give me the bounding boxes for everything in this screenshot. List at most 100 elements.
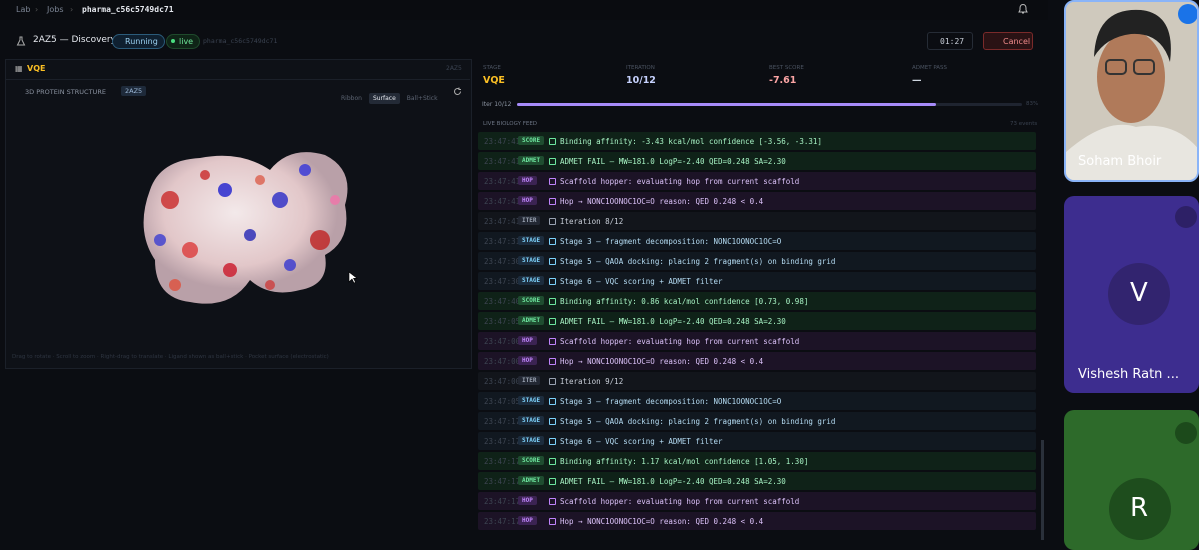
feed-tag: ADMET (518, 316, 545, 325)
feed-message: Hop → NONC1OONOC1OC=O reason: QED 0.248 … (560, 357, 764, 366)
feed-row: 23:47:41 ITER Iteration 8/12 (478, 212, 1036, 230)
job-id: pharma_c56c5749dc71 (203, 37, 278, 45)
feed-count: 73 events (1010, 121, 1038, 127)
feed-message: Iteration 9/12 (560, 377, 624, 386)
feed-message: Stage 5 — QAOA docking: placing 2 fragme… (560, 417, 836, 426)
avatar (1109, 478, 1171, 540)
mode-button[interactable]: Surface (368, 93, 400, 104)
feed-row: 23:47:30 STAGE Stage 6 — VQC scoring + ADM… (478, 272, 1036, 290)
feed-message: Iteration 8/12 (560, 217, 624, 226)
viewer-hint: Drag to rotate · Scroll to zoom · Right-… (12, 354, 329, 360)
feed-row: 23:47:17 SCORE Binding affinity: 1.17 kcal… (478, 452, 1036, 470)
viewer-badge: 2AZ5 (121, 86, 147, 96)
video-tile: R (1064, 410, 1199, 550)
feed-time: 23:47:17 (484, 457, 521, 466)
feed-row: 23:47:00 ITER Iteration 9/12 (478, 372, 1036, 390)
feed-tag: SCORE (518, 136, 545, 145)
top-bar (0, 0, 1048, 20)
feed-message: Scaffold hopper: evaluating hop from cur… (560, 177, 800, 186)
feed-tag: STAGE (518, 416, 545, 425)
feed-time: 23:47:40 (484, 297, 521, 306)
timer: 01:27 (927, 32, 973, 50)
feed-row: 23:47:17 ADMET ADMET FAIL — MW=181.0 LogP=… (478, 472, 1036, 490)
feed-row: 23:47:41 HOP Hop → NONC1OONOC1OC=O reason:… (478, 192, 1036, 210)
feed-icon (549, 378, 556, 385)
feed-message: Scaffold hopper: evaluating hop from cur… (560, 337, 800, 346)
feed-time: 23:47:41 (484, 217, 521, 226)
feed-time: 23:47:17 (484, 497, 521, 506)
feed-row: 23:47:05 STAGE Stage 3 — fragment decompos… (478, 392, 1036, 410)
crumb[interactable]: Lab (16, 5, 31, 14)
bell-icon[interactable] (1017, 3, 1029, 15)
feed-tag: STAGE (518, 436, 545, 445)
feed-row: 23:47:31 STAGE Stage 3 — fragment decompos… (478, 232, 1036, 250)
feed-tag: HOP (518, 516, 537, 525)
feed-icon (549, 398, 556, 405)
participant-name: Soham Bhoir (1078, 154, 1162, 169)
video-tile: Soham Bhoir (1064, 0, 1199, 182)
feed-tag: STAGE (518, 396, 545, 405)
feed-icon (549, 358, 556, 365)
feed-time: 23:47:05 (484, 397, 521, 406)
feed-time: 23:47:41 (484, 177, 521, 186)
reset-icon[interactable] (453, 87, 462, 96)
protein-surface (143, 152, 348, 304)
feed-time: 23:47:17 (484, 477, 521, 486)
feed-tag: STAGE (518, 236, 545, 245)
feed-row: 23:47:17 STAGE Stage 5 — QAOA docking: pla… (478, 412, 1036, 430)
progress-value: 83% (1026, 101, 1039, 107)
feed-row: 23:47:05 ADMET ADMET FAIL — MW=181.0 LogP=… (478, 312, 1036, 330)
stat-label: ITERATION (626, 65, 655, 71)
feed-time: 23:47:00 (484, 357, 521, 366)
cancel-button[interactable]: Cancel (983, 32, 1033, 50)
feed-icon (549, 218, 556, 225)
feed-row: 23:47:40 SCORE Binding affinity: 0.86 kcal… (478, 292, 1036, 310)
feed-message: ADMET FAIL — MW=181.0 LogP=-2.40 QED=0.2… (560, 317, 786, 326)
progress-label: Iter 10/12 (482, 101, 512, 108)
feed-row: 23:47:17 HOP Scaffold hopper: evaluating h… (478, 492, 1036, 510)
feed-icon (549, 438, 556, 445)
feed-message: Stage 3 — fragment decomposition: NONC1O… (560, 397, 782, 406)
feed-time: 23:47:00 (484, 337, 521, 346)
feed-time: 23:47:05 (484, 317, 521, 326)
mode-toggle: Ribbon Surface Ball+Stick (337, 85, 445, 104)
feed-icon (549, 318, 556, 325)
feed-time: 23:47:17 (484, 417, 521, 426)
feed-tag: STAGE (518, 256, 545, 265)
feed-time: 23:47:30 (484, 257, 521, 266)
feed-time: 23:47:41 (484, 157, 521, 166)
cursor (348, 271, 358, 284)
crumb[interactable]: Jobs (47, 5, 64, 14)
progress-fill (517, 103, 937, 106)
feed-message: Hop → NONC1OONOC1OC=O reason: QED 0.248 … (560, 517, 764, 526)
feed-time: 23:47:00 (484, 377, 521, 386)
viewer-title: 3D PROTEIN STRUCTURE (25, 88, 106, 96)
mode-button[interactable]: Ball+Stick (406, 95, 438, 102)
avatar (1108, 263, 1170, 325)
participant-video (1066, 2, 1197, 180)
feed-message: ADMET FAIL — MW=181.0 LogP=-2.40 QED=0.2… (560, 477, 786, 486)
stat-value: -7.61 (769, 75, 797, 86)
feed-tag: HOP (518, 336, 537, 345)
feed-icon (549, 298, 556, 305)
panel-title: VQE (27, 64, 46, 73)
mic-off (1175, 206, 1197, 228)
feed-tag: STAGE (518, 276, 545, 285)
mode-button[interactable]: Ribbon (341, 95, 362, 102)
feed-icon (549, 338, 556, 345)
feed-icon (549, 418, 556, 425)
feed-time: 23:47:17 (484, 437, 521, 446)
feed-tag: SCORE (518, 296, 545, 305)
feed-icon (549, 498, 556, 505)
divider (5, 79, 470, 80)
mic-off (1175, 422, 1197, 444)
feed-icon (549, 158, 556, 165)
feed-row: 23:47:17 STAGE Stage 6 — VQC scoring + ADM… (478, 432, 1036, 450)
avatar-initial: R (1130, 493, 1149, 523)
feed-icon (549, 238, 556, 245)
feed-tag: ADMET (518, 476, 545, 485)
feed-icon (549, 138, 556, 145)
feed-tag: HOP (518, 176, 537, 185)
job-title: 2AZ5 — Discovery (33, 35, 116, 45)
feed-message: Stage 3 — fragment decomposition: NONC1O… (560, 237, 782, 246)
